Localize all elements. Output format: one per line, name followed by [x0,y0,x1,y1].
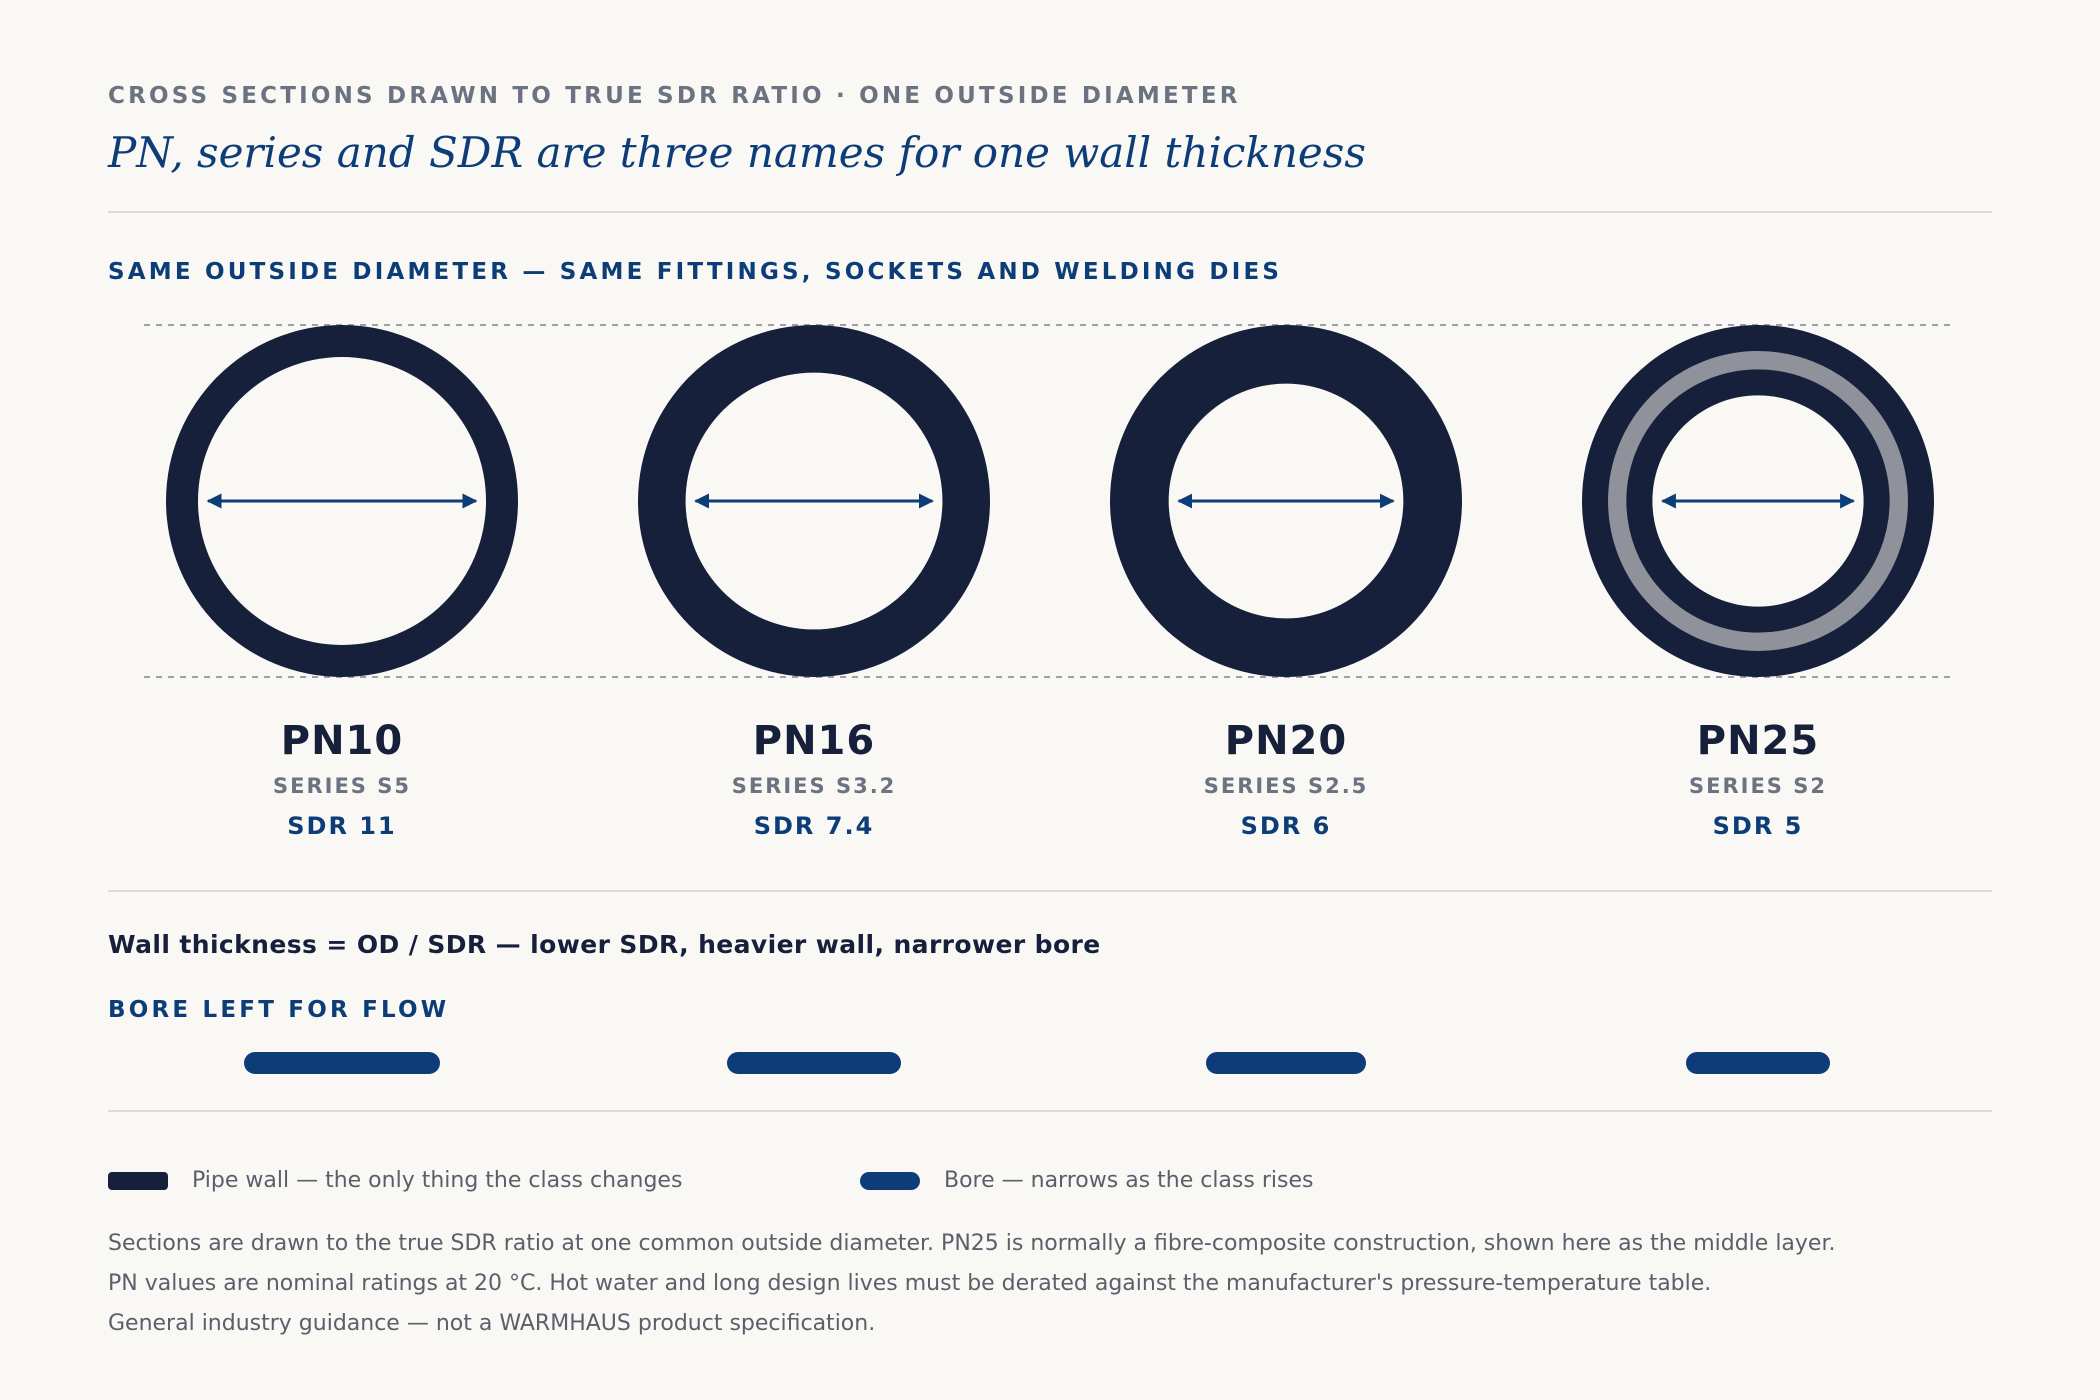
pn-rating: PN10 [280,718,404,764]
divider-top [108,211,1992,213]
bore-bar-pn25 [1686,1052,1830,1074]
divider-bottom [108,1110,1992,1112]
pipe-label-pn25: PN25 SERIES S2 SDR 5 [1588,718,1928,840]
legend-label-bore: Bore — narrows as the class rises [944,1168,1314,1193]
cross-section-diagram [144,324,1956,678]
pipe-label-pn16: PN16 SERIES S3.2 SDR 7.4 [644,718,984,840]
sdr-label: SDR 6 [1240,812,1332,840]
pn-rating: PN20 [1224,718,1348,764]
legend-swatch-wall [108,1172,168,1190]
bore-bar-pn10 [244,1052,440,1074]
divider-middle [108,890,1992,892]
bore-bar-pn20 [1206,1052,1366,1074]
wall-thickness-formula: Wall thickness = OD / SDR — lower SDR, h… [108,930,1101,959]
footnote-1: Sections are drawn to the true SDR ratio… [108,1231,1836,1256]
pipe-label-pn20: PN20 SERIES S2.5 SDR 6 [1116,718,1456,840]
legend-label-wall: Pipe wall — the only thing the class cha… [192,1168,683,1193]
pn-rating: PN25 [1696,718,1820,764]
series-label: SERIES S2.5 [1203,774,1369,798]
pipe-label-pn10: PN10 SERIES S5 SDR 11 [172,718,512,840]
series-label: SERIES S3.2 [731,774,897,798]
footnote-2: PN values are nominal ratings at 20 °C. … [108,1271,1712,1296]
section-label-bore: BORE LEFT FOR FLOW [108,997,450,1023]
sdr-label: SDR 5 [1712,812,1804,840]
sdr-label: SDR 7.4 [753,812,875,840]
bore-bar-pn16 [726,1052,902,1074]
section-label-same-od: SAME OUTSIDE DIAMETER — SAME FITTINGS, S… [108,259,1283,285]
series-label: SERIES S2 [1689,774,1827,798]
composite-layer-pn25 [1608,351,1908,651]
pn-rating: PN16 [752,718,876,764]
legend-swatch-bore [860,1172,920,1190]
page-title: PN, series and SDR are three names for o… [108,128,1366,177]
footnote-3: General industry guidance — not a WARMHA… [108,1311,876,1336]
sdr-label: SDR 11 [287,812,397,840]
eyebrow-caption: CROSS SECTIONS DRAWN TO TRUE SDR RATIO ·… [108,83,1241,109]
series-label: SERIES S5 [273,774,411,798]
